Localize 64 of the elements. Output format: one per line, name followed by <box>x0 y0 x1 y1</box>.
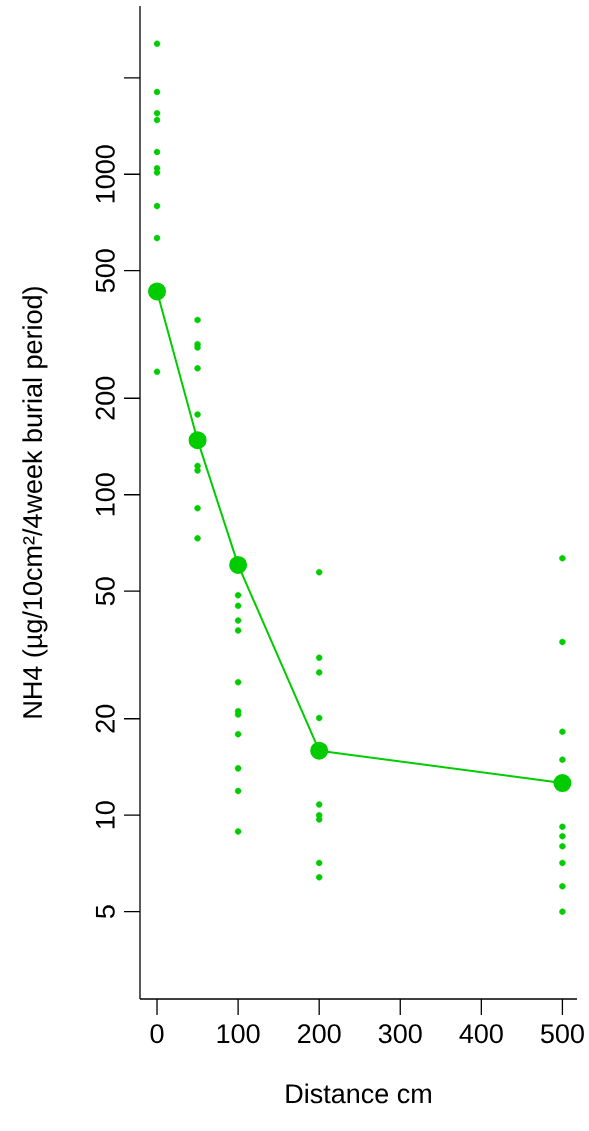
point <box>310 741 329 760</box>
point <box>559 728 566 736</box>
point <box>153 202 161 210</box>
y-tick-label: 500 <box>95 249 115 293</box>
point <box>229 555 248 574</box>
x-axis-title: Distance cm <box>286 1083 431 1104</box>
y-tick-label: 20 <box>95 704 115 733</box>
point <box>188 431 207 450</box>
point <box>234 602 242 610</box>
point <box>559 843 566 850</box>
point <box>153 148 161 156</box>
point <box>234 828 242 835</box>
point <box>234 679 242 686</box>
point <box>559 883 566 890</box>
x-tick-label: 200 <box>298 1024 341 1044</box>
point <box>559 638 566 646</box>
y-tick-label: 50 <box>95 577 115 606</box>
point <box>559 554 566 562</box>
point <box>153 110 161 117</box>
y-tick-label: 5 <box>95 905 115 919</box>
point <box>315 801 323 808</box>
point <box>153 116 161 124</box>
point <box>234 730 242 738</box>
point <box>153 40 161 47</box>
point <box>315 859 323 867</box>
x-tick-label: 100 <box>217 1024 260 1044</box>
point <box>559 908 566 915</box>
x-tick-label: 500 <box>540 1024 584 1044</box>
point <box>315 569 323 576</box>
point <box>315 654 323 661</box>
point <box>194 467 201 474</box>
y-tick-label: 10 <box>95 801 115 829</box>
point <box>153 234 161 242</box>
point <box>559 859 566 867</box>
point <box>315 874 323 881</box>
x-tick-label: 0 <box>150 1024 164 1044</box>
point <box>194 365 201 372</box>
y-tick-label: 100 <box>95 473 115 516</box>
point <box>559 833 566 840</box>
point <box>559 823 566 831</box>
point <box>194 411 201 418</box>
point <box>315 816 323 823</box>
x-tick-label: 300 <box>378 1024 422 1044</box>
point <box>234 765 242 772</box>
point <box>194 344 201 351</box>
point <box>194 316 201 324</box>
point <box>234 591 242 599</box>
point <box>234 627 242 634</box>
point <box>234 617 242 624</box>
point <box>153 368 161 375</box>
x-tick-label: 400 <box>459 1024 503 1044</box>
point <box>153 169 161 176</box>
point <box>315 714 323 722</box>
y-tick-label: 200 <box>95 376 115 420</box>
point <box>194 535 201 542</box>
y-tick-label: 1000 <box>95 145 115 203</box>
point <box>234 787 242 795</box>
point <box>559 756 566 763</box>
point <box>194 504 201 512</box>
y-axis-title: NH4 (µg/10cm²/4week burial period) <box>22 287 48 718</box>
point <box>315 669 323 676</box>
point <box>153 88 161 96</box>
point <box>553 774 572 793</box>
point <box>148 282 167 301</box>
